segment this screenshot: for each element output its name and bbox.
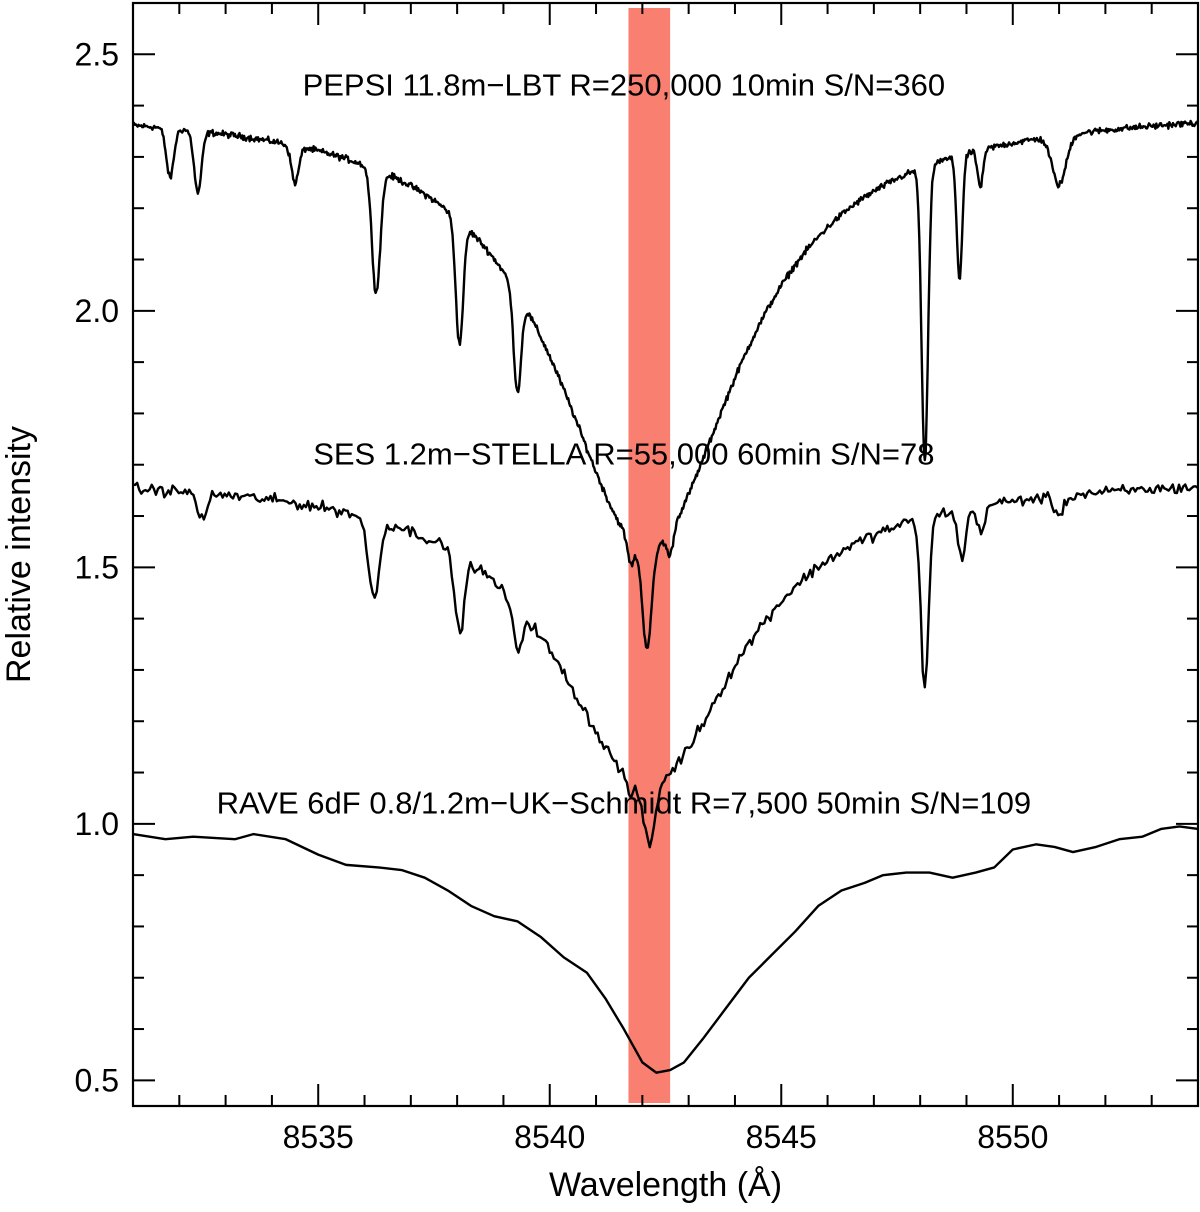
y-axis-title: Relative intensity [0,426,38,683]
spectrum-line-rave [132,825,1199,1074]
series-label-layer: PEPSI 11.8m−LBT R=250,000 10min S/N=360 S… [217,67,1031,820]
series-label-ses: SES 1.2m−STELLA R=55,000 60min S/N=78 [313,437,934,472]
y-tick-label: 1.5 [75,549,119,585]
y-tick-label: 2.5 [75,36,119,72]
series-label-rave: RAVE 6dF 0.8/1.2m−UK−Schmidt R=7,500 50m… [217,786,1031,821]
x-axis-title: Wavelength (Å) [549,1166,782,1204]
x-tick-label: 8535 [283,1119,354,1155]
y-tick-label: 0.5 [75,1062,119,1098]
spectrum-line-ses [132,481,1199,849]
axes-layer: 8535 8540 8545 8550 0.5 1.0 1.5 2.0 2.5 [75,1,1200,1155]
plot-frame [131,1,1200,1108]
y-tick-label: 1.0 [75,806,119,842]
spectra-layer [131,119,1200,1074]
series-label-pepsi: PEPSI 11.8m−LBT R=250,000 10min S/N=360 [303,67,946,102]
spectrum-line-pepsi [131,119,1200,649]
x-tick-label: 8550 [977,1119,1048,1155]
x-tick-label: 8545 [746,1119,817,1155]
y-tick-label: 2.0 [75,293,119,329]
x-tick-label: 8540 [514,1119,585,1155]
